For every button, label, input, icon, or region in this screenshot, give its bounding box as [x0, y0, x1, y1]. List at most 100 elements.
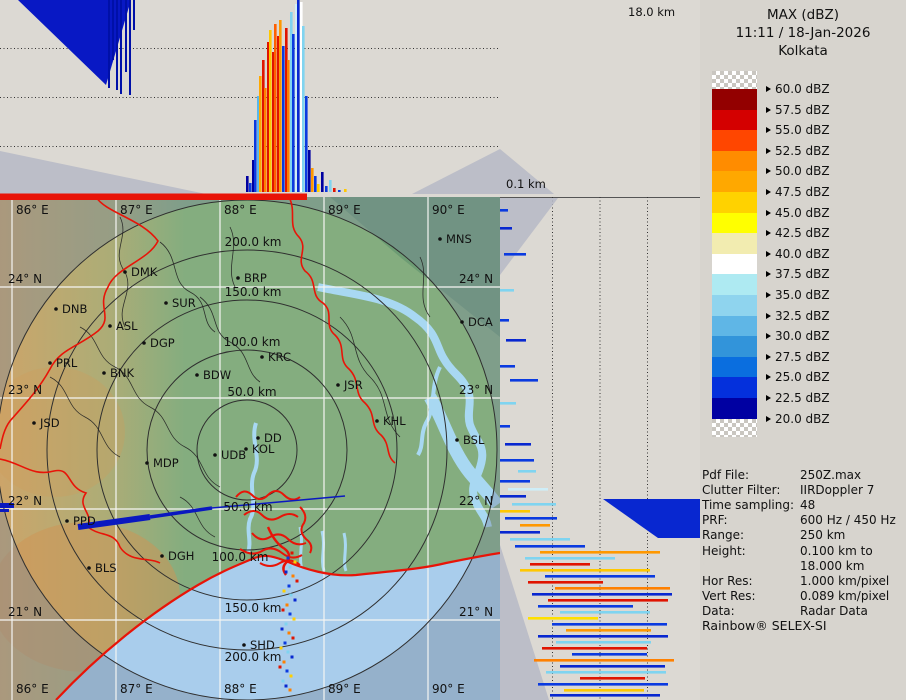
city-label: BSL — [463, 433, 485, 447]
city-marker — [455, 438, 459, 442]
info-value: 600 Hz / 450 Hz — [800, 513, 896, 528]
tick-label: 60.0 dBZ — [775, 82, 830, 96]
echo-speck — [287, 631, 291, 635]
echo-streak — [505, 443, 531, 446]
dbz-tick: 55.0 dBZ — [766, 123, 830, 137]
tick-arrow-icon — [766, 230, 771, 237]
echo-streak — [500, 425, 510, 428]
echo-streak — [512, 503, 556, 506]
info-label: PRF: — [702, 513, 728, 528]
echo-streak — [500, 402, 516, 405]
echo-bar — [308, 150, 311, 192]
top-axis-max-height-label: 18.0 km — [628, 5, 676, 19]
echo-streak — [552, 623, 667, 626]
colorbar-swatch — [712, 377, 757, 398]
tick-label: 35.0 dBZ — [775, 288, 830, 302]
dbz-tick: 25.0 dBZ — [766, 370, 830, 384]
echo-speck — [291, 636, 295, 640]
blind-wedge-right — [412, 149, 554, 194]
dbz-tick: 45.0 dBZ — [766, 206, 830, 220]
city-marker — [87, 566, 91, 570]
echo-streak — [538, 635, 668, 638]
city-marker — [244, 447, 248, 451]
side-axis-min-height-label: 0.1 km — [506, 177, 546, 191]
city-marker — [164, 301, 168, 305]
echo-streak — [556, 641, 651, 644]
info-row: Clutter Filter: IIRDoppler 7 — [702, 483, 874, 497]
echo-speck — [285, 669, 289, 673]
city-label: ASL — [116, 319, 138, 333]
radar-map: 86° E 86° E 87° E 87° E 88° E 88° E 89° E 89° E… — [0, 197, 500, 700]
info-value: 0.100 km to — [800, 543, 873, 558]
tick-arrow-icon — [766, 312, 771, 319]
echo-speck — [293, 598, 297, 602]
title-block: MAX (dBZ) 11:11 / 18-Jan-2026 Kolkata — [700, 6, 906, 60]
lon-label-top: 86° E — [16, 203, 49, 217]
echo-bar — [290, 12, 293, 192]
echo-speck — [293, 560, 297, 564]
echo-speck — [283, 641, 287, 645]
echo-wedge-west — [18, 0, 131, 85]
echo-bar — [317, 184, 320, 192]
city-marker — [102, 371, 106, 375]
colorbar-swatch — [712, 418, 757, 437]
echo-bar — [264, 88, 267, 192]
info-label: Time sampling: — [702, 498, 795, 513]
echo-streak — [500, 227, 512, 230]
colorbar-swatch — [712, 274, 757, 295]
tick-label: 37.5 dBZ — [775, 267, 830, 282]
range-ring-label: 150.0 km — [225, 601, 282, 615]
colorbar-swatch — [712, 315, 757, 337]
colorbar-swatch — [712, 109, 757, 131]
tick-arrow-icon — [766, 147, 771, 154]
colorbar-swatch — [712, 398, 757, 419]
echo-bar — [311, 168, 314, 192]
echo-streak — [525, 557, 615, 560]
city-marker — [236, 276, 240, 280]
info-row: Pdf File: 250Z.max — [702, 468, 861, 482]
echo-streak — [510, 538, 570, 541]
echo-bar — [285, 28, 288, 192]
echo-speck — [284, 622, 288, 626]
city-marker — [65, 519, 69, 523]
tick-arrow-icon — [766, 86, 771, 92]
info-row: 18.000 km — [702, 559, 864, 573]
echo-bar — [279, 20, 282, 192]
dbz-tick: 50.0 dBZ — [766, 164, 830, 178]
info-value: 48 — [800, 498, 816, 513]
city-label: JSD — [39, 416, 60, 430]
tick-arrow-icon — [766, 374, 771, 381]
echo-bar — [277, 36, 280, 192]
echo-speck — [288, 612, 292, 616]
city-label: DNB — [62, 302, 87, 316]
tick-arrow-icon — [766, 209, 771, 216]
echo-bar — [267, 42, 270, 192]
echo-streak — [530, 563, 590, 566]
tick-arrow-icon — [766, 292, 771, 298]
range-ring-label: 150.0 km — [225, 285, 282, 299]
echo-streak — [500, 209, 508, 212]
echo-streak — [500, 510, 530, 513]
tick-arrow-icon — [766, 353, 771, 360]
echo-bar — [282, 46, 285, 192]
echo-streak — [580, 677, 645, 680]
range-ring-label: 200.0 km — [225, 235, 282, 249]
echo-speck — [290, 551, 294, 555]
range-ring-label: 100.0 km — [224, 335, 281, 349]
echo-bar — [314, 176, 317, 192]
info-label: Data: — [702, 603, 735, 618]
echo-streak — [500, 319, 509, 322]
dbz-tick: 47.5 dBZ — [766, 185, 830, 199]
echo-streak — [500, 365, 515, 368]
lat-label-right: 21° N — [459, 605, 493, 619]
range-ring-label: 100.0 km — [212, 550, 269, 564]
echo-speck — [281, 679, 285, 683]
city-label: BRP — [244, 271, 267, 285]
echo-streak — [528, 581, 603, 584]
info-value: Radar Data — [800, 603, 868, 618]
city-label: DGH — [168, 549, 194, 563]
city-label: MNS — [446, 232, 472, 246]
city-marker — [48, 361, 52, 365]
echo-bar — [249, 183, 252, 192]
echo-streak — [546, 671, 666, 674]
